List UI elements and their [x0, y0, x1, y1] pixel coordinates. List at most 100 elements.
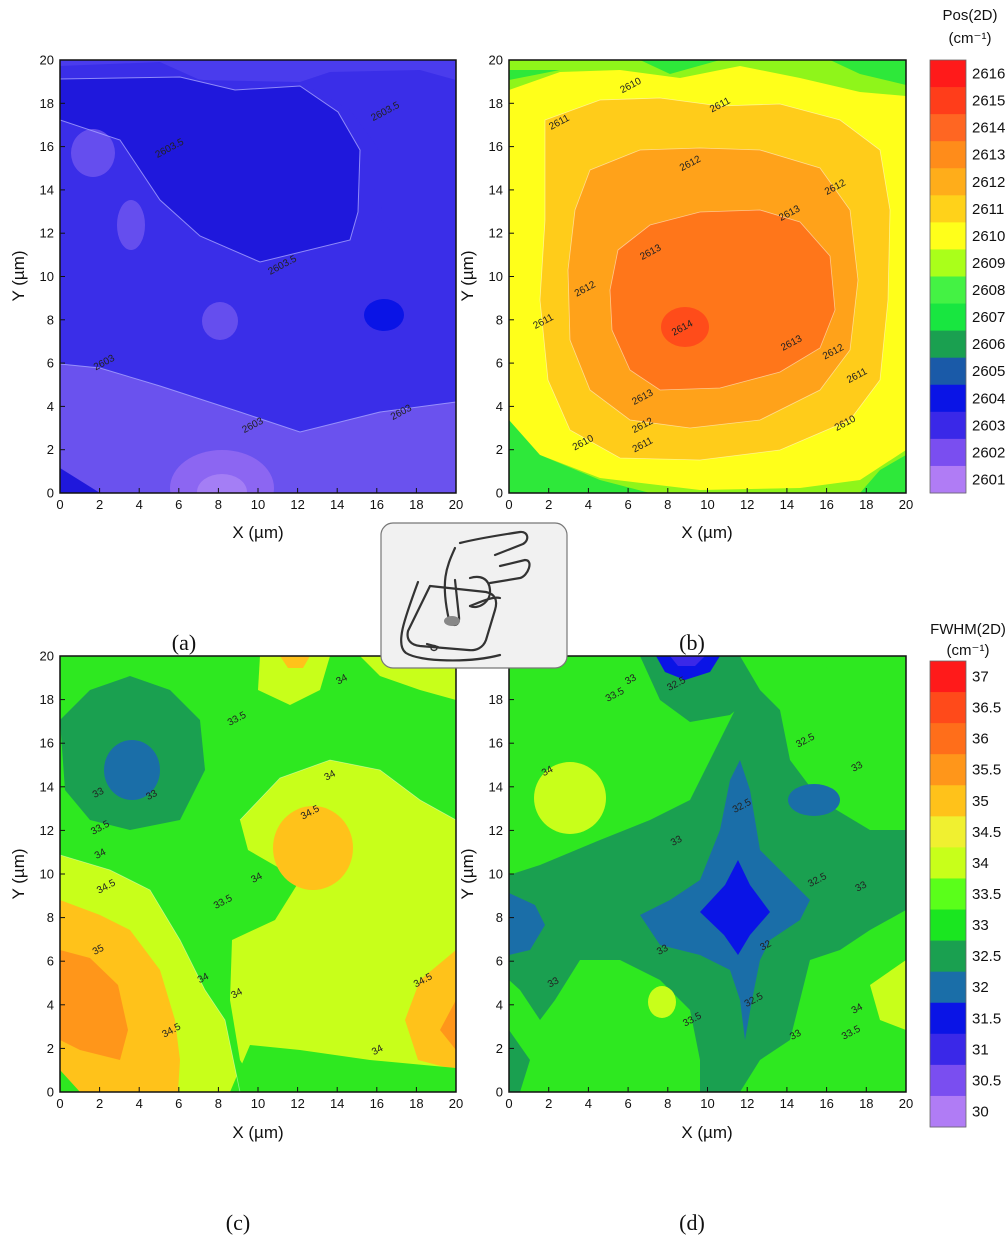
contour-label: 34 [370, 1043, 385, 1058]
x-tick-label: 12 [740, 497, 754, 512]
x-axis-label-d: X (µm) [681, 1123, 732, 1142]
colorbar-swatch [930, 1064, 966, 1097]
colorbar-swatch [930, 847, 966, 879]
y-tick-label: 0 [47, 1085, 54, 1100]
colorbar-swatch [930, 971, 966, 1004]
y-tick-label: 12 [489, 823, 503, 838]
x-tick-label: 6 [624, 1096, 631, 1111]
colorbar-tick-label: 2604 [972, 390, 1005, 407]
colorbar-swatch [930, 330, 966, 359]
colorbar-swatch [930, 723, 966, 755]
colorbar-swatch [930, 909, 966, 942]
x-tick-label: 2 [545, 1096, 552, 1111]
colorbar-swatch [930, 816, 966, 848]
x-tick-label: 2 [545, 497, 552, 512]
y-axis-label-c: Y (µm) [9, 848, 28, 899]
colorbar-tick-label: 33.5 [972, 886, 1001, 903]
colorbar-swatch [930, 438, 966, 467]
contour-label: 33 [788, 1028, 803, 1043]
colorbar-tick-label: 2613 [972, 147, 1005, 164]
y-tick-label: 14 [489, 182, 503, 197]
y-tick-label: 10 [40, 867, 54, 882]
x-tick-label: 0 [505, 1096, 512, 1111]
colorbar-swatch [930, 222, 966, 250]
heatmap-c-fill [60, 656, 456, 1092]
x-tick-label: 18 [409, 1096, 423, 1111]
y-tick-label: 14 [40, 779, 54, 794]
x-tick-label: 16 [370, 1096, 384, 1111]
colorbar-tick-label: 31.5 [972, 1010, 1001, 1027]
contour-label: 33 [655, 943, 670, 958]
x-tick-label: 18 [409, 497, 423, 512]
x-tick-label: 20 [899, 1096, 913, 1111]
y-tick-label: 14 [40, 182, 54, 197]
x-tick-label: 20 [449, 1096, 463, 1111]
colorbar-swatch [930, 940, 966, 973]
x-tick-label: 6 [175, 1096, 182, 1111]
colorbar-tick-label: 32.5 [972, 948, 1001, 965]
colorbar-swatch [930, 785, 966, 817]
contour-label: 32 [758, 938, 773, 953]
x-tick-label: 4 [136, 1096, 143, 1111]
y-tick-label: 8 [47, 910, 54, 925]
y-tick-label: 6 [47, 356, 54, 371]
colorbar-tick-label: 36.5 [972, 700, 1001, 717]
y-tick-label: 12 [489, 226, 503, 241]
x-tick-label: 4 [585, 1096, 592, 1111]
colorbar-tick-label: 2608 [972, 282, 1005, 299]
colorbar-swatch [930, 87, 966, 115]
x-tick-label: 0 [56, 497, 63, 512]
x-tick-label: 12 [740, 1096, 754, 1111]
colorbar-swatch [930, 1033, 966, 1066]
colorbar-tick-label: 36 [972, 731, 989, 748]
x-tick-label: 0 [505, 497, 512, 512]
colorbar-tick-label: 37 [972, 669, 989, 686]
colorbar-tick-label: 2612 [972, 174, 1005, 191]
y-axis-label-a: Y (µm) [9, 250, 28, 301]
y-tick-label: 10 [40, 269, 54, 284]
x-axis-label-a: X (µm) [232, 523, 283, 542]
y-tick-label: 4 [496, 997, 503, 1012]
colorbar-swatch [930, 114, 966, 142]
y-tick-label: 8 [496, 312, 503, 327]
colorbar-tick-label: 34.5 [972, 824, 1001, 841]
y-tick-label: 12 [40, 823, 54, 838]
y-tick-label: 2 [496, 442, 503, 457]
contour-label: 33 [854, 879, 869, 894]
contour-label: 34 [323, 768, 338, 783]
heatmap-a-fill [60, 60, 456, 493]
colorbar-title-fwhm2d: FWHM(2D) [930, 621, 1006, 638]
x-axis-label-c: X (µm) [232, 1123, 283, 1142]
contour-label: 34 [93, 847, 108, 862]
axis-ticks-b: 0 2 4 6 8 10 12 14 16 18 20 0 2 4 6 8 10 12 14 16 18 20 [489, 53, 914, 513]
colorbar-tick-label: 35.5 [972, 762, 1001, 779]
y-tick-label: 2 [47, 1041, 54, 1056]
contour-label: 34 [850, 1001, 865, 1016]
contour-label: 33 [546, 975, 561, 990]
colorbar-tick-label: 2601 [972, 471, 1005, 488]
colorbar-tick-label: 31 [972, 1041, 989, 1058]
y-tick-label: 0 [496, 1085, 503, 1100]
y-tick-label: 16 [40, 139, 54, 154]
y-tick-label: 4 [47, 399, 54, 414]
colorbar-swatch [930, 661, 966, 693]
colorbar-swatch [930, 1095, 966, 1128]
colorbar-unit-pos2d: (cm⁻¹) [949, 30, 992, 47]
x-tick-label: 20 [449, 497, 463, 512]
colorbar-tick-label: 2611 [972, 201, 1004, 218]
colorbar-swatch [930, 303, 966, 332]
y-tick-label: 4 [496, 399, 503, 414]
y-tick-label: 20 [40, 649, 54, 664]
colorbar-tick-label: 2607 [972, 309, 1005, 326]
y-tick-label: 6 [496, 356, 503, 371]
colorbar-unit-fwhm2d: (cm⁻¹) [947, 642, 990, 659]
x-tick-label: 14 [780, 1096, 794, 1111]
panel-label-b: (b) [679, 630, 705, 655]
axis-ticks-a: 0 2 4 6 8 10 12 14 16 18 20 0 2 4 6 8 10 12 14 16 18 20 [40, 53, 464, 513]
x-tick-label: 10 [700, 1096, 714, 1111]
colorbar-swatch [930, 357, 966, 386]
y-tick-label: 14 [489, 779, 503, 794]
